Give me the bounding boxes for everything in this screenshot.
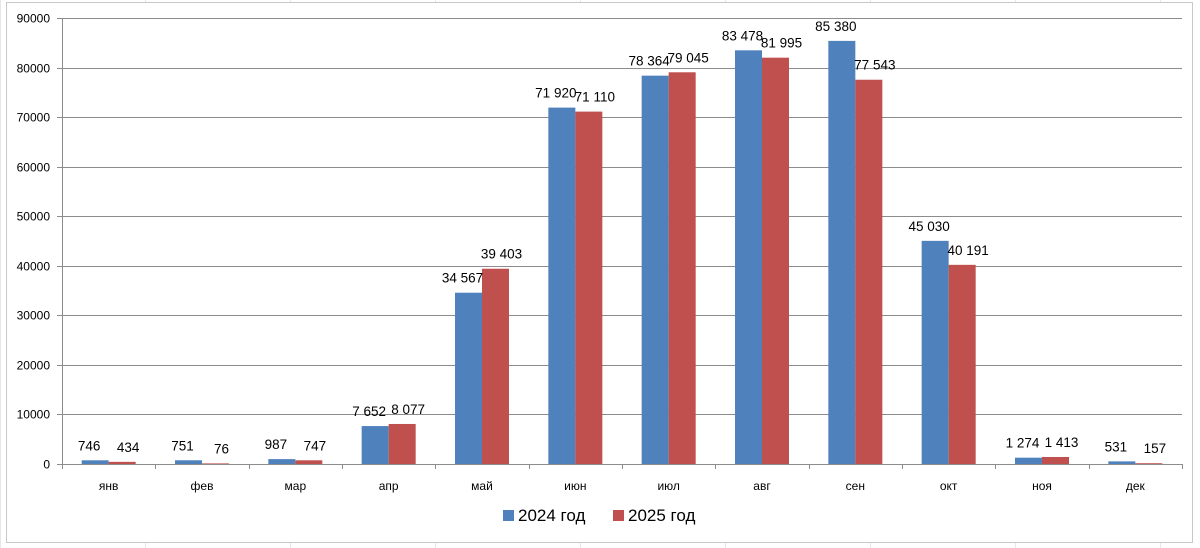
bar-series1 [1015,457,1042,464]
bar-series1 [268,459,296,464]
bar-series2 [575,111,603,464]
bar-series1 [828,40,856,465]
data-label-series1: 45 030 [909,219,950,234]
data-label-series1: 531 [1105,439,1128,454]
bar-series2 [948,264,976,464]
legend: 2024 год 2025 год [503,506,695,525]
bar-series1 [548,107,576,465]
data-label-series1: 7 652 [352,404,386,419]
data-label-series1: 34 567 [442,271,483,286]
bar-series2 [108,461,136,464]
y-tick-label: 40000 [17,260,51,274]
x-tick-label: окт [940,479,958,493]
data-label-series2: 434 [117,440,140,455]
bar-series2 [762,57,789,465]
bar-series1 [1108,461,1136,464]
x-tick-label: май [471,479,493,493]
bar-series2 [202,463,229,464]
y-tick-label: 90000 [17,12,51,26]
x-tick-label: июл [657,479,679,493]
data-label-series2: 157 [1144,441,1167,456]
data-label-series2: 71 110 [575,90,615,105]
bars [81,40,1163,465]
bar-series1 [361,426,389,464]
x-tick-label: ноя [1032,479,1052,493]
bar-series1 [921,240,949,464]
legend-label: 2025 год [628,506,695,525]
bar-series1 [455,292,482,464]
bar-series2 [295,460,323,464]
bar-series2 [1135,463,1163,464]
data-label-series1: 83 478 [722,28,763,43]
data-label-series1: 746 [78,438,101,453]
bar-series1 [175,460,202,464]
y-tick-label: 30000 [17,309,51,323]
y-tick-label: 70000 [17,111,51,125]
data-label-series1: 78 364 [629,54,671,69]
bar-series2 [388,423,416,464]
axes: 0 10000 20000 30000 40000 50000 60000 70000 8000… [17,12,1183,493]
data-label-series1: 1 274 [1006,436,1040,451]
data-label-series2: 81 995 [761,36,802,51]
bar-series2 [668,72,696,464]
data-labels: 746 751 987 7 652 34 567 71 920 78 364 83 478 85… [78,19,1166,457]
y-tick-label: 20000 [17,359,51,373]
data-label-series1: 71 920 [535,86,576,101]
x-tick-label: мар [285,479,307,493]
data-label-series1: 85 380 [815,19,856,34]
data-label-series1: 751 [171,438,194,453]
bar-series1 [641,75,669,464]
bar-series2 [482,268,509,464]
bar-series2 [1042,456,1069,464]
x-tick-label: фев [191,479,214,493]
data-label-series2: 8 077 [391,402,425,417]
legend-swatch [503,510,514,521]
y-tick-label: 0 [43,458,50,472]
data-label-series2: 40 191 [948,243,989,258]
bar-series1 [81,460,109,464]
y-tick-label: 50000 [17,210,51,224]
data-label-series1: 987 [265,437,288,452]
data-label-series2: 747 [304,438,327,453]
x-tick-label: дек [1126,479,1146,493]
x-tick-label: янв [99,479,119,493]
bar-series1 [735,50,762,465]
y-tick-label: 60000 [17,161,51,175]
legend-swatch [613,510,624,521]
x-tick-label: сен [846,479,865,493]
x-tick-label: апр [379,479,399,493]
y-tick-label: 10000 [17,408,51,422]
bar-series2 [855,79,883,464]
x-tick-label: июн [564,479,586,493]
y-tick-label: 80000 [17,62,51,76]
data-label-series2: 76 [214,442,229,457]
x-tick-label: авг [753,479,771,493]
data-label-series2: 39 403 [481,247,522,262]
data-label-series2: 79 045 [668,50,709,65]
gridlines [62,18,1182,415]
data-label-series2: 77 543 [854,58,895,73]
data-label-series2: 1 413 [1045,435,1079,450]
legend-label: 2024 год [518,506,585,525]
